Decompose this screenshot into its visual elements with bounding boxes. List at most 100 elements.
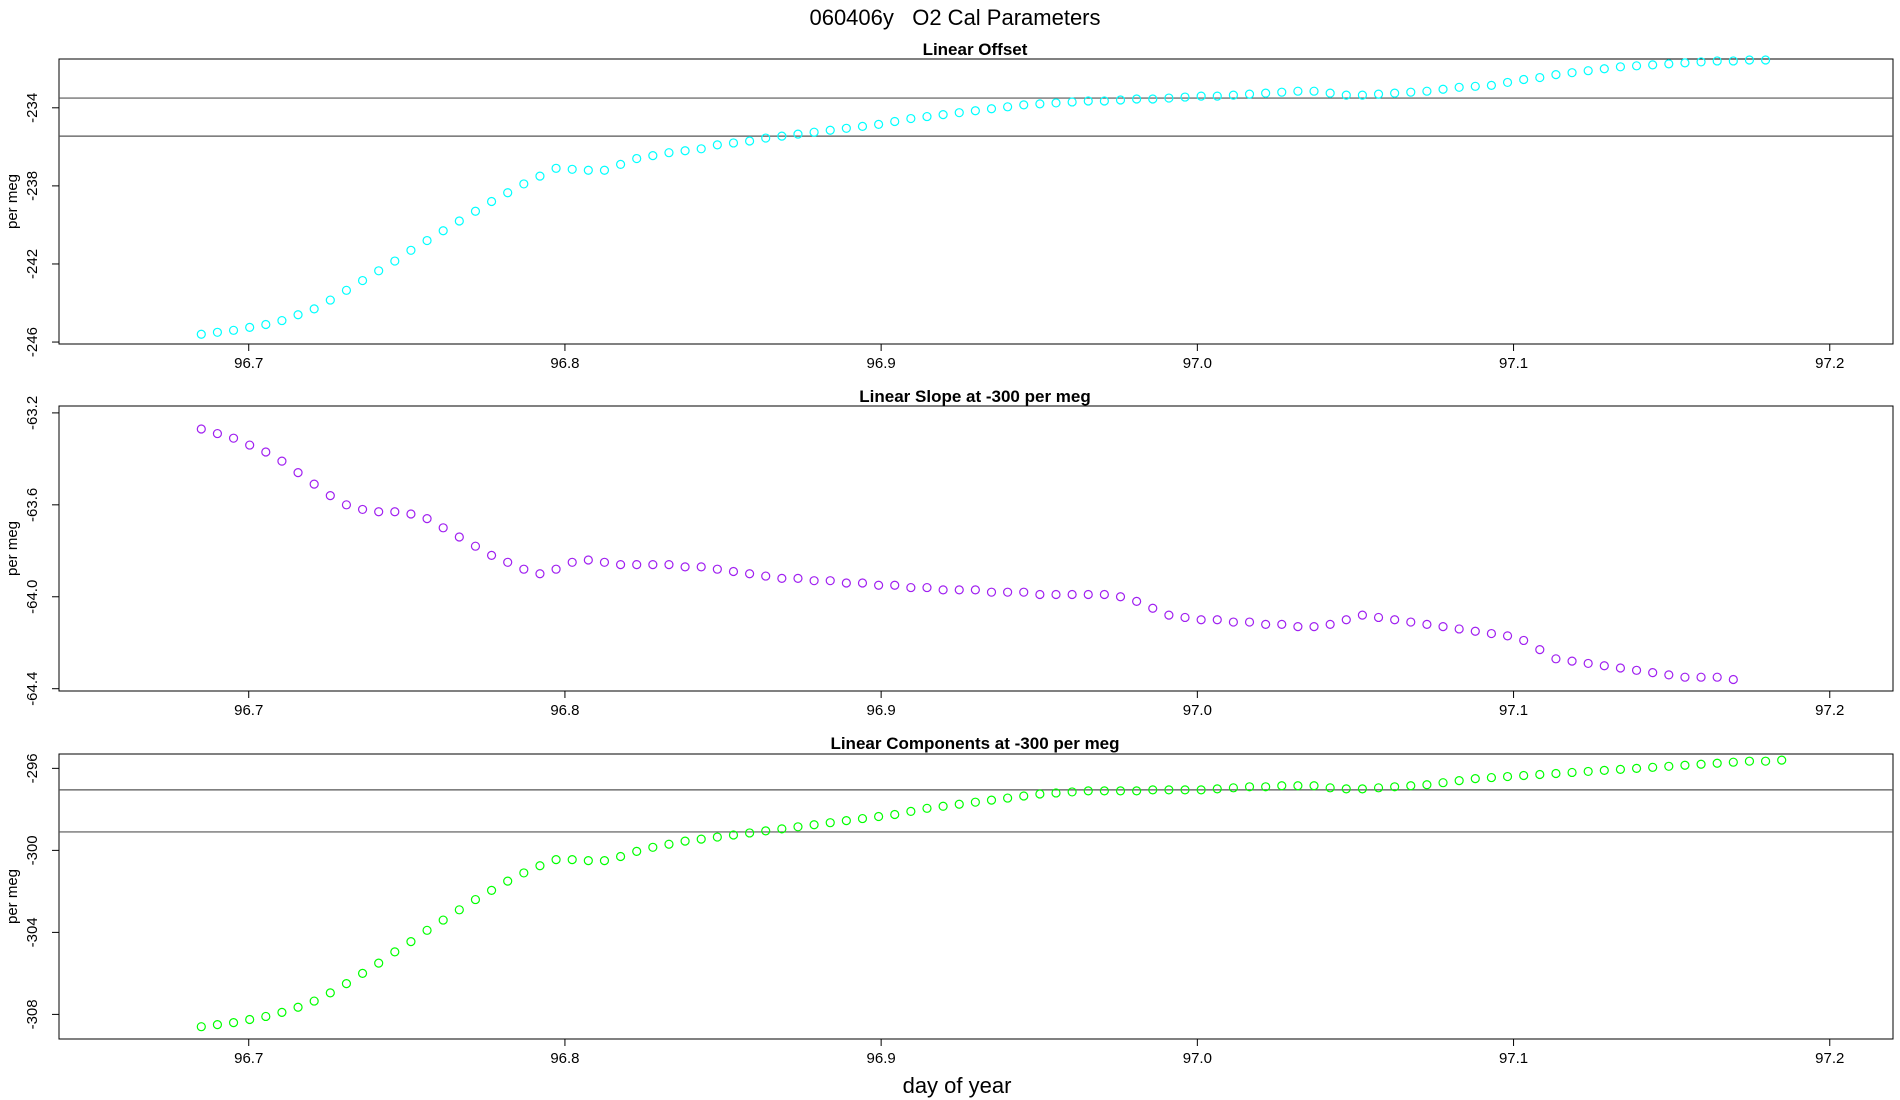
data-point: [1760, 756, 1771, 766]
data-point: [1261, 88, 1271, 98]
data-point: [196, 424, 206, 434]
data-point: [1132, 786, 1142, 796]
data-point: [1051, 98, 1061, 108]
data-point: [1680, 58, 1690, 68]
data-point: [1696, 57, 1706, 67]
data-point: [1051, 589, 1061, 600]
data-point: [696, 562, 706, 572]
data-points: [196, 55, 1771, 339]
data-point: [938, 110, 948, 120]
data-point: [1680, 672, 1690, 682]
data-point: [212, 428, 223, 439]
data-point: [1438, 84, 1448, 94]
y-axis-label: per meg: [4, 174, 21, 229]
x-tick-label: 97.0: [1183, 1050, 1212, 1067]
data-point: [922, 582, 932, 593]
data-point: [1212, 615, 1222, 625]
data-point: [357, 275, 368, 286]
data-point: [1502, 77, 1513, 88]
data-point: [1277, 781, 1287, 791]
x-tick-label: 96.9: [867, 702, 896, 719]
y-tick-label: -64.0: [24, 580, 41, 614]
data-point: [1648, 762, 1658, 772]
panel-linear-offset: Linear Offset 96.7 96.8 96.9 97.0 97.1 97.2 -…: [4, 40, 1894, 372]
data-points: [196, 424, 1738, 685]
data-point: [277, 1007, 287, 1017]
data-point: [519, 564, 529, 574]
data-point: [890, 580, 900, 590]
data-point: [1003, 587, 1013, 597]
data-point: [615, 159, 626, 170]
data-point: [454, 216, 464, 226]
data-point: [357, 504, 368, 515]
data-point: [922, 111, 932, 122]
data-point: [1551, 654, 1561, 664]
data-point: [728, 566, 739, 577]
data-point: [1341, 784, 1351, 794]
data-point: [696, 834, 706, 844]
data-point: [1406, 781, 1416, 791]
x-axis: 96.7 96.8 96.9 97.0 97.1 97.2: [234, 1039, 1844, 1067]
data-point: [986, 795, 997, 805]
data-point: [632, 846, 642, 856]
data-point: [1373, 89, 1384, 99]
data-point: [390, 947, 400, 957]
data-point: [1535, 769, 1545, 780]
data-point: [535, 569, 545, 579]
data-point: [583, 165, 593, 175]
data-point: [857, 121, 868, 131]
data-point: [470, 541, 481, 551]
data-point: [325, 988, 335, 998]
data-point: [1325, 88, 1335, 98]
data-point: [1325, 783, 1335, 793]
x-tick-label: 97.2: [1815, 702, 1844, 719]
data-point: [1470, 81, 1480, 91]
data-point: [1696, 672, 1706, 682]
data-point: [970, 797, 980, 807]
data-point: [615, 559, 626, 570]
data-point: [357, 968, 368, 978]
x-tick-label: 97.2: [1815, 1050, 1844, 1067]
data-point: [567, 557, 577, 567]
data-point: [793, 129, 803, 139]
figure-title: 060406y O2 Cal Parameters: [809, 5, 1100, 30]
data-point: [1486, 628, 1497, 639]
x-tick-label: 96.7: [234, 702, 263, 719]
data-point: [890, 116, 900, 127]
panel-title: Linear Slope at -300 per meg: [859, 387, 1090, 406]
x-tick-label: 97.0: [1183, 702, 1212, 719]
data-point: [1422, 86, 1432, 96]
data-point: [1164, 93, 1174, 103]
data-point: [793, 822, 803, 832]
data-point: [228, 325, 239, 335]
data-point: [486, 196, 497, 207]
data-point: [374, 266, 384, 276]
data-point: [1615, 764, 1626, 774]
data-point: [309, 479, 319, 489]
data-point: [890, 809, 900, 820]
data-point: [228, 1017, 239, 1028]
data-point: [212, 327, 223, 337]
panel-linear-slope: Linear Slope at -300 per meg 96.7 96.8 96.…: [4, 387, 1894, 719]
data-point: [1519, 74, 1529, 85]
y-axis: -246 -242 -238 -234: [24, 93, 59, 357]
data-point: [1648, 668, 1658, 678]
reference-lines: [59, 97, 1893, 137]
data-point: [809, 820, 819, 830]
data-point: [696, 144, 706, 154]
x-tick-label: 96.7: [234, 355, 263, 372]
y-tick-label: -63.2: [24, 396, 41, 430]
data-point: [567, 164, 577, 174]
data-point: [970, 585, 980, 595]
data-point: [551, 163, 561, 173]
y-tick-label: -308: [24, 999, 41, 1029]
x-tick-label: 97.1: [1499, 1050, 1528, 1067]
data-point: [1648, 60, 1658, 70]
data-point: [1148, 603, 1158, 613]
data-point: [1390, 782, 1400, 792]
data-point: [1228, 783, 1238, 793]
data-point: [519, 179, 529, 189]
data-point: [245, 1014, 255, 1025]
data-point: [325, 295, 335, 305]
